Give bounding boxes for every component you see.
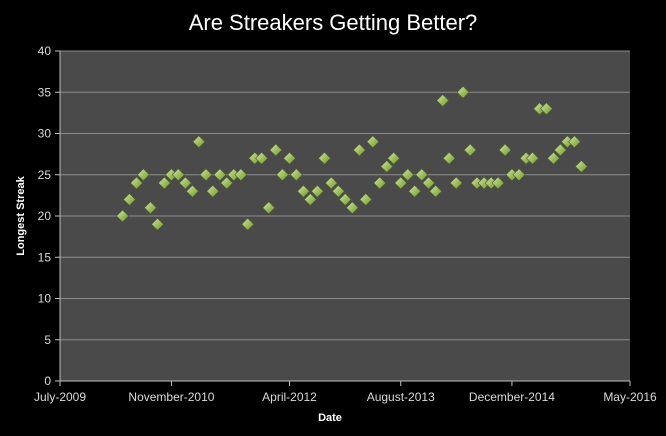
data-point (171, 168, 185, 182)
x-axis-title: Date (318, 412, 342, 424)
gridlines (60, 50, 630, 341)
data-point (331, 184, 345, 198)
data-points (116, 85, 588, 231)
y-tick-label: 20 (38, 209, 52, 223)
data-point (206, 184, 220, 198)
y-tick-label: 10 (38, 292, 52, 306)
data-point (373, 176, 387, 190)
data-point (429, 184, 443, 198)
data-point (366, 135, 380, 149)
data-point (394, 176, 408, 190)
y-tick-label: 0 (44, 374, 51, 388)
axes (55, 50, 631, 386)
data-point (303, 193, 317, 206)
data-point (178, 176, 192, 190)
data-point (456, 85, 470, 99)
data-point (387, 151, 401, 165)
data-point (463, 143, 477, 157)
data-point (283, 151, 296, 165)
data-point (512, 168, 526, 182)
data-point (186, 184, 199, 198)
data-point (380, 160, 394, 173)
chart-title: Are Streakers Getting Better? (189, 10, 478, 35)
x-tick-label: December-2014 (469, 390, 555, 404)
y-tick-labels: 0 5 10 15 20 25 30 35 40 (38, 44, 52, 388)
data-point (130, 176, 143, 190)
y-tick-label: 5 (44, 333, 51, 347)
data-point (401, 168, 415, 182)
data-point (116, 209, 129, 223)
x-tick-label: July-2009 (34, 390, 86, 404)
data-point (318, 151, 331, 165)
data-point (199, 168, 213, 182)
data-point (289, 168, 303, 182)
data-point (491, 176, 505, 190)
data-point (136, 168, 150, 182)
data-point (442, 151, 456, 165)
data-point (269, 143, 283, 157)
data-point (122, 193, 136, 206)
data-point (310, 184, 324, 198)
x-tick-labels: July-2009 November-2010 April-2012 August-2… (34, 390, 657, 404)
data-point (338, 193, 352, 206)
y-axis-title: Longest Streak (15, 175, 27, 255)
y-tick-label: 15 (38, 250, 52, 264)
data-point (276, 168, 289, 182)
data-point (213, 168, 227, 182)
data-point (568, 135, 581, 149)
data-point (415, 168, 429, 182)
data-point (157, 176, 171, 190)
y-tick-label: 40 (38, 44, 52, 58)
y-tick-label: 35 (38, 85, 52, 99)
data-point (539, 102, 553, 116)
data-point (255, 151, 269, 165)
data-point (498, 143, 512, 157)
y-tick-label: 30 (38, 127, 52, 141)
x-tick-label: April-2012 (262, 390, 317, 404)
data-point (151, 217, 164, 231)
data-point (547, 151, 560, 165)
data-point (574, 160, 588, 173)
data-point (262, 201, 276, 215)
x-tick-label: May-2016 (603, 390, 657, 404)
data-point (324, 176, 338, 190)
data-point (526, 151, 539, 165)
data-point (297, 184, 310, 198)
data-point (241, 217, 255, 231)
data-point (553, 143, 567, 157)
y-tick-label: 25 (38, 168, 52, 182)
data-point (234, 168, 248, 182)
data-point (352, 143, 366, 157)
data-point (144, 201, 157, 215)
data-point (345, 201, 359, 215)
data-point (192, 135, 206, 149)
x-tick-label: November-2010 (128, 390, 214, 404)
data-point (422, 176, 436, 190)
data-point (449, 176, 463, 190)
data-point (359, 193, 373, 206)
data-point (220, 176, 234, 190)
data-point (408, 184, 422, 198)
data-point (436, 94, 450, 107)
x-tick-label: August-2013 (367, 390, 435, 404)
